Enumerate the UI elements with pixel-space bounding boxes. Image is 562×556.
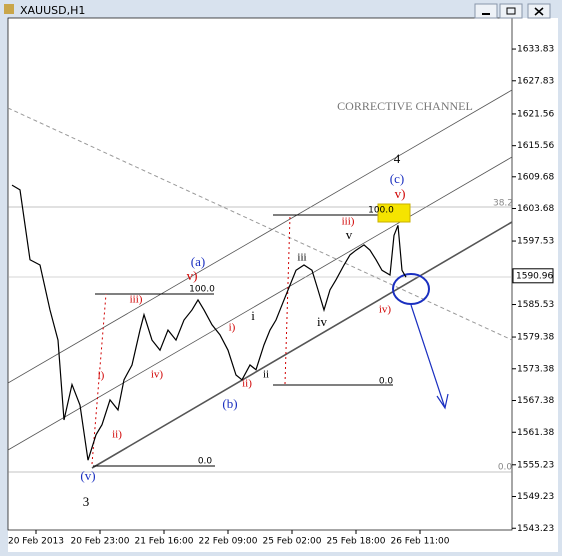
annotation: 0.0	[498, 463, 513, 473]
x-tick-label: 25 Feb 18:00	[326, 537, 385, 547]
price-line	[11, 184, 407, 461]
channel-middle	[7, 156, 513, 451]
annotation: iii)	[342, 216, 355, 228]
plot-area	[8, 18, 512, 530]
last-price-label: 1590.96	[516, 271, 553, 281]
highlight-ellipse	[392, 273, 430, 305]
annotation: CORRECTIVE CHANNEL	[337, 99, 473, 113]
y-tick-label: 1579.38	[517, 333, 554, 343]
annotation: (c)	[390, 171, 404, 186]
y-tick-label: 1609.68	[517, 172, 554, 182]
annotation: (b)	[222, 396, 237, 411]
x-tick-label: 21 Feb 16:00	[134, 537, 193, 547]
annotation: ii)	[242, 378, 252, 390]
fib-link	[284, 215, 291, 385]
annotation: (a)	[191, 254, 205, 269]
annotation: iii)	[130, 294, 143, 306]
window-buttons[interactable]	[474, 3, 551, 19]
annotation: 100.0	[189, 285, 215, 295]
annotation: ii	[263, 369, 269, 381]
y-tick-label: 1603.68	[517, 204, 554, 214]
window-icon	[4, 4, 14, 14]
maximize-button[interactable]	[499, 3, 523, 19]
annotation: 0.0	[198, 457, 213, 467]
dashed-trendline	[7, 107, 513, 341]
y-tick-label: 1573.38	[517, 364, 554, 374]
annotation: iii	[297, 252, 306, 264]
window-title: XAUUSD,H1	[20, 4, 85, 17]
annotation: iv)	[151, 369, 164, 381]
time-axis	[8, 530, 558, 552]
annotation: iv	[317, 314, 328, 329]
annotation: iv)	[379, 304, 392, 316]
y-tick-label: 1633.83	[517, 45, 554, 55]
channel-upper	[7, 89, 513, 384]
y-tick-label: 1615.56	[517, 141, 554, 151]
y-tick-label: 1555.23	[517, 460, 554, 470]
close-glyph	[534, 7, 544, 16]
x-tick-label: 20 Feb 23:00	[70, 537, 129, 547]
plot-border	[7, 17, 513, 531]
annotation: 4	[394, 151, 401, 166]
x-tick-label: 26 Feb 11:00	[390, 537, 449, 547]
last-price-box	[512, 268, 554, 284]
y-tick-label: 1597.53	[517, 237, 554, 247]
annotation: (v)	[80, 468, 95, 483]
y-tick-label: 1585.53	[517, 300, 554, 310]
annotation: 0.0	[379, 377, 394, 387]
maximize-glyph	[506, 7, 516, 15]
annotation: 38.2	[493, 199, 513, 209]
y-tick-label: 1567.38	[517, 396, 554, 406]
annotation: v)	[395, 186, 406, 201]
minimize-button[interactable]	[474, 3, 498, 19]
annotation: i)	[229, 322, 236, 334]
annotation: v)	[187, 268, 198, 283]
y-tick-label: 1543.23	[517, 524, 554, 534]
annotation: 3	[83, 494, 90, 509]
drawings	[7, 89, 513, 473]
channel-lower	[91, 221, 513, 469]
x-tick-label: 22 Feb 09:00	[198, 537, 257, 547]
x-tick-label: 25 Feb 02:00	[262, 537, 321, 547]
annotation: i)	[98, 370, 105, 382]
y-tick-label: 1549.23	[517, 492, 554, 502]
annotation: v	[346, 227, 353, 242]
annotation: i	[251, 308, 255, 323]
fib-link	[91, 293, 107, 465]
annotation: ii)	[112, 429, 122, 441]
target-box	[377, 203, 411, 223]
y-tick-label: 1621.56	[517, 109, 554, 119]
annotation: 100.0	[368, 206, 394, 216]
projection-arrow	[410, 304, 449, 410]
x-tick-label: 20 Feb 2013	[8, 537, 64, 547]
y-tick-label: 1561.38	[517, 428, 554, 438]
y-tick-label: 1627.83	[517, 76, 554, 86]
